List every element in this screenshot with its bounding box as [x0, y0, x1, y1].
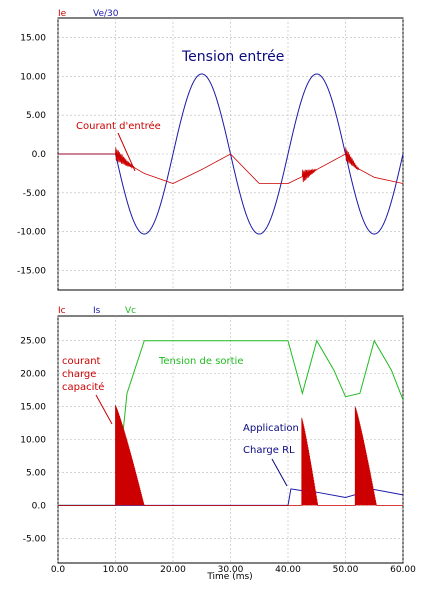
legend-ie: Ie [58, 9, 67, 19]
top-y-tick-label: -5.00 [23, 189, 47, 199]
top-y-tick-label: 15.00 [20, 33, 46, 43]
annotation-application: Application [243, 423, 299, 434]
bottom-y-tick-label: 10.00 [20, 436, 46, 446]
top-y-tick-label: -15.00 [17, 267, 46, 277]
annotation-courant-entree: Courant d'entrée [76, 120, 161, 132]
legend-ic: Ic [58, 306, 66, 316]
legend-vc: Vc [125, 306, 136, 316]
top-y-tick-label: 0.0 [32, 150, 47, 160]
top-y-tick-label: 10.00 [20, 72, 46, 82]
bottom-x-tick-label: 50.00 [333, 565, 359, 575]
annotation-tension-entree: Tension entrée [181, 49, 284, 65]
bottom-y-tick-labels: 25.00 20.00 15.00 10.00 5.00 0.0 -5.00 [20, 337, 46, 545]
bottom-y-tick-label: 25.00 [20, 337, 46, 347]
bottom-y-tick-label: 5.00 [26, 468, 46, 478]
annotation-charge-rl: Charge RL [243, 445, 295, 456]
ie-series-line [58, 147, 404, 184]
legend-ve30: Ve/30 [93, 9, 119, 19]
bottom-x-tick-label: 30.00 [218, 565, 244, 575]
top-panel: Ie Ve/30 15.00 10.00 5.00 0.0 -5.00 -10.00 -15… [17, 9, 404, 291]
bottom-panel: Ic Is Vc 25.00 20.00 15.00 10.00 5.00 0.0 -5.0… [20, 306, 416, 582]
arrow-application [271, 458, 288, 487]
bottom-y-tick-label: 20.00 [20, 370, 46, 380]
bottom-x-tick-label: 60.00 [390, 565, 416, 575]
bottom-x-tick-labels: 0.0 10.00 20.00 30.00 40.00 50.00 60.00 [51, 565, 416, 575]
ic-series-line [57, 405, 404, 506]
top-y-tick-labels: 15.00 10.00 5.00 0.0 -5.00 -10.00 -15.00 [17, 33, 46, 276]
bottom-y-tick-label: 0.0 [32, 501, 47, 511]
bottom-y-tick-label: 15.00 [20, 403, 46, 413]
top-y-tick-label: -10.00 [17, 228, 46, 238]
annotation-tension-sortie: Tension de sortie [158, 356, 244, 367]
bottom-x-tick-label: 0.0 [51, 565, 66, 575]
top-y-tick-label: 5.00 [26, 111, 46, 121]
annotation-charge: charge [62, 369, 96, 380]
annotation-courant: courant [62, 356, 101, 367]
legend-is: Is [93, 306, 101, 316]
arrow-courant-charge [95, 394, 113, 425]
bottom-x-tick-label: 40.00 [275, 565, 301, 575]
bottom-x-tick-label: 20.00 [160, 565, 186, 575]
x-axis-label: Time (ms) [206, 572, 252, 582]
bottom-y-tick-label: -5.00 [23, 534, 47, 544]
vc-series-line [58, 339, 404, 506]
arrow-courant-entree [117, 132, 136, 172]
annotation-capacite: capacité [62, 381, 104, 393]
bottom-x-tick-label: 10.00 [103, 565, 129, 575]
